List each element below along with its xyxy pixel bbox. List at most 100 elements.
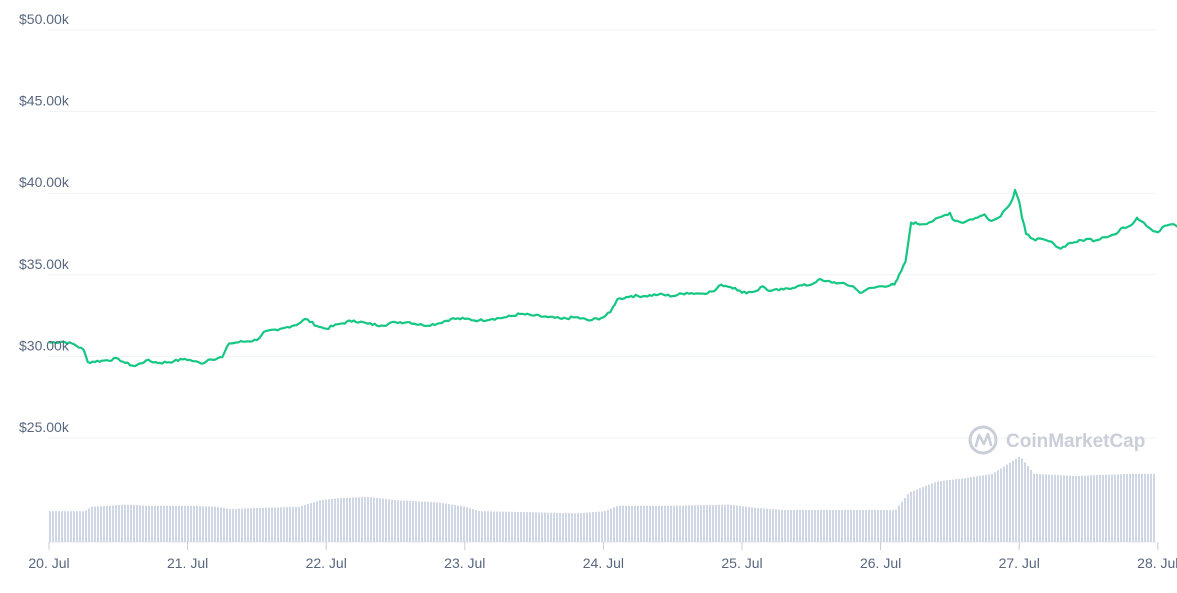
volume-bar — [847, 510, 849, 542]
volume-bar — [643, 505, 645, 542]
x-tick-label: 26. Jul — [860, 555, 901, 571]
volume-bar — [805, 510, 807, 542]
volume-bar — [931, 483, 933, 542]
volume-bar — [793, 510, 795, 542]
volume-bar — [373, 497, 375, 542]
volume-bar — [901, 501, 903, 542]
volume-bar — [361, 497, 363, 542]
volume-bar — [505, 511, 507, 542]
volume-bar — [262, 507, 264, 542]
volume-bar — [403, 500, 405, 542]
volume-bar — [742, 506, 744, 542]
volume-bar — [55, 511, 57, 542]
volume-bar — [382, 498, 384, 542]
volume-bar — [610, 508, 612, 542]
x-tick-label: 28. Jul — [1137, 555, 1177, 571]
x-tick-label: 22. Jul — [306, 555, 347, 571]
volume-bar — [271, 507, 273, 542]
volume-bar — [1111, 474, 1113, 542]
volume-bar — [214, 506, 216, 542]
volume-bar — [346, 497, 348, 542]
volume-bar — [787, 510, 789, 542]
volume-bar — [859, 510, 861, 542]
volume-bar — [685, 505, 687, 542]
volume-bar — [943, 480, 945, 542]
volume-bar — [796, 510, 798, 542]
volume-bar — [898, 505, 900, 542]
volume-bar — [196, 506, 198, 542]
volume-bar — [946, 480, 948, 542]
volume-bar — [679, 505, 681, 542]
volume-bar — [115, 505, 117, 542]
volume-bar — [331, 498, 333, 542]
price-series — [48, 188, 1177, 368]
volume-bar — [682, 505, 684, 542]
volume-bar — [892, 510, 894, 542]
volume-bar — [241, 508, 243, 542]
volume-bar — [436, 502, 438, 542]
volume-bar — [781, 509, 783, 542]
volume-bar — [949, 479, 951, 542]
volume-bar — [301, 506, 303, 542]
volume-bar — [109, 505, 111, 542]
volume-bar — [976, 476, 978, 542]
volume-bar — [889, 510, 891, 542]
volume-bar — [727, 504, 729, 542]
volume-bar — [1147, 473, 1149, 542]
volume-bar — [757, 507, 759, 542]
volume-bar — [91, 506, 93, 542]
volume-bar — [169, 505, 171, 542]
volume-bar — [937, 481, 939, 542]
volume-bar — [934, 482, 936, 542]
volume-bar — [289, 507, 291, 542]
volume-bar — [520, 512, 522, 542]
volume-bar — [1099, 475, 1101, 542]
volume-bar — [871, 510, 873, 542]
y-tick-label: $40.00k — [19, 174, 70, 190]
volume-bar — [880, 510, 882, 542]
volume-bar — [130, 504, 132, 542]
volume-bar — [712, 504, 714, 542]
volume-bar — [487, 511, 489, 542]
volume-bar — [967, 477, 969, 542]
volume-bar — [199, 506, 201, 542]
volume-bar — [556, 512, 558, 542]
volume-bar — [259, 507, 261, 542]
volume-bar — [715, 504, 717, 542]
volume-bar — [649, 505, 651, 542]
volume-bar — [1048, 474, 1050, 542]
volume-bar — [709, 504, 711, 542]
volume-bar — [916, 489, 918, 542]
volume-bar — [124, 504, 126, 542]
volume-bar — [1000, 468, 1002, 542]
volume-bar — [283, 507, 285, 542]
volume-bar — [661, 505, 663, 542]
volume-bar — [688, 505, 690, 542]
volume-bar — [586, 512, 588, 542]
volume-bar — [544, 512, 546, 542]
volume-bar — [268, 507, 270, 542]
volume-bar — [412, 501, 414, 542]
volume-bar — [823, 510, 825, 542]
volume-bar — [175, 505, 177, 542]
volume-bar — [925, 485, 927, 542]
volume-bar — [778, 509, 780, 542]
volume-bar — [961, 478, 963, 542]
volume-bar — [202, 506, 204, 542]
volume-bar — [1033, 473, 1035, 542]
volume-bar — [589, 512, 591, 542]
volume-bar — [181, 505, 183, 542]
volume-bar — [721, 504, 723, 542]
volume-bar — [1129, 473, 1131, 542]
volume-bar — [574, 513, 576, 542]
volume-bar — [700, 505, 702, 542]
volume-bar — [511, 511, 513, 542]
volume-bar — [172, 505, 174, 542]
volume-bar — [217, 507, 219, 542]
volume-bar — [67, 511, 69, 542]
volume-bar — [790, 510, 792, 542]
volume-bar — [1060, 475, 1062, 542]
volume-bar — [208, 506, 210, 542]
volume-bar — [1024, 462, 1026, 542]
